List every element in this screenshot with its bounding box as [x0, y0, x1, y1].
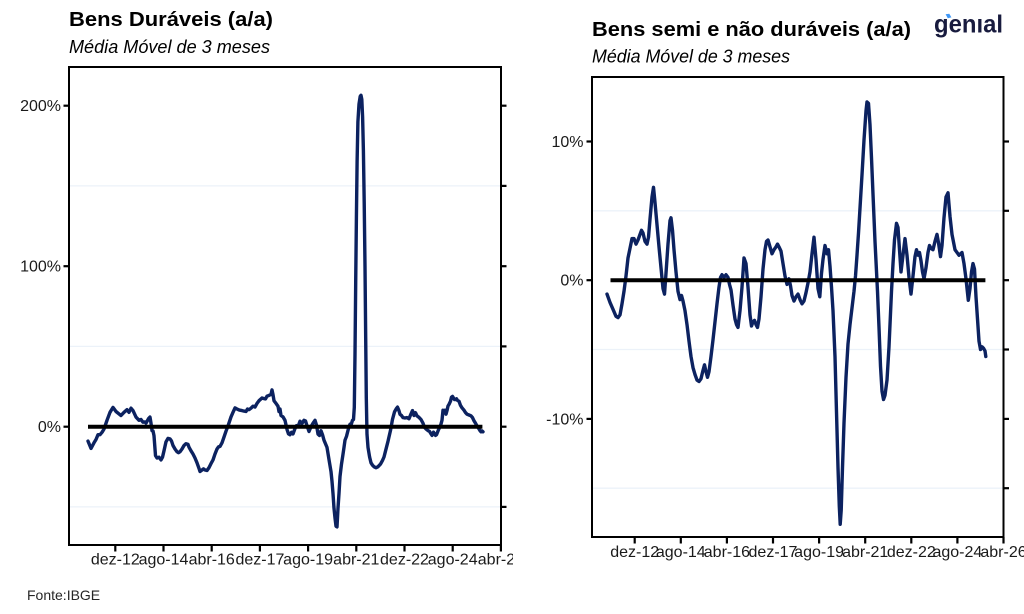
svg-text:dez-17: dez-17 [235, 552, 284, 569]
svg-text:Média Móvel de 3 meses: Média Móvel de 3 meses [69, 37, 270, 57]
svg-text:dez-17: dez-17 [749, 544, 798, 561]
svg-text:ago-24: ago-24 [428, 552, 478, 569]
svg-text:abr-21: abr-21 [333, 552, 379, 569]
svg-text:abr-26: abr-26 [980, 544, 1024, 561]
svg-text:100%: 100% [20, 259, 61, 276]
svg-text:Bens semi e não duráveis (a/a): Bens semi e não duráveis (a/a) [592, 19, 911, 41]
svg-text:ago-24: ago-24 [932, 544, 982, 561]
svg-text:ago-14: ago-14 [139, 552, 189, 569]
svg-text:ago-19: ago-19 [283, 552, 333, 569]
svg-text:Bens Duráveis (a/a): Bens Duráveis (a/a) [69, 9, 273, 31]
svg-text:abr-16: abr-16 [704, 544, 750, 561]
svg-text:abr-21: abr-21 [842, 544, 888, 561]
svg-text:Fonte:IBGE: Fonte:IBGE [27, 587, 100, 603]
svg-text:dez-12: dez-12 [610, 544, 659, 561]
svg-text:10%: 10% [551, 134, 583, 151]
svg-text:abr-26: abr-26 [478, 552, 524, 569]
svg-text:dez-22: dez-22 [380, 552, 429, 569]
svg-text:200%: 200% [20, 98, 61, 115]
svg-text:0%: 0% [560, 273, 583, 290]
svg-text:Média Móvel de 3 meses: Média Móvel de 3 meses [592, 47, 790, 67]
svg-text:abr-16: abr-16 [189, 552, 235, 569]
svg-text:dez-22: dez-22 [887, 544, 936, 561]
svg-text:0%: 0% [38, 419, 61, 436]
svg-text:-10%: -10% [546, 411, 583, 428]
svg-text:ago-19: ago-19 [794, 544, 844, 561]
svg-text:dez-12: dez-12 [91, 552, 140, 569]
svg-text:ago-14: ago-14 [656, 544, 706, 561]
svg-text:genıal: genıal [934, 10, 1003, 38]
